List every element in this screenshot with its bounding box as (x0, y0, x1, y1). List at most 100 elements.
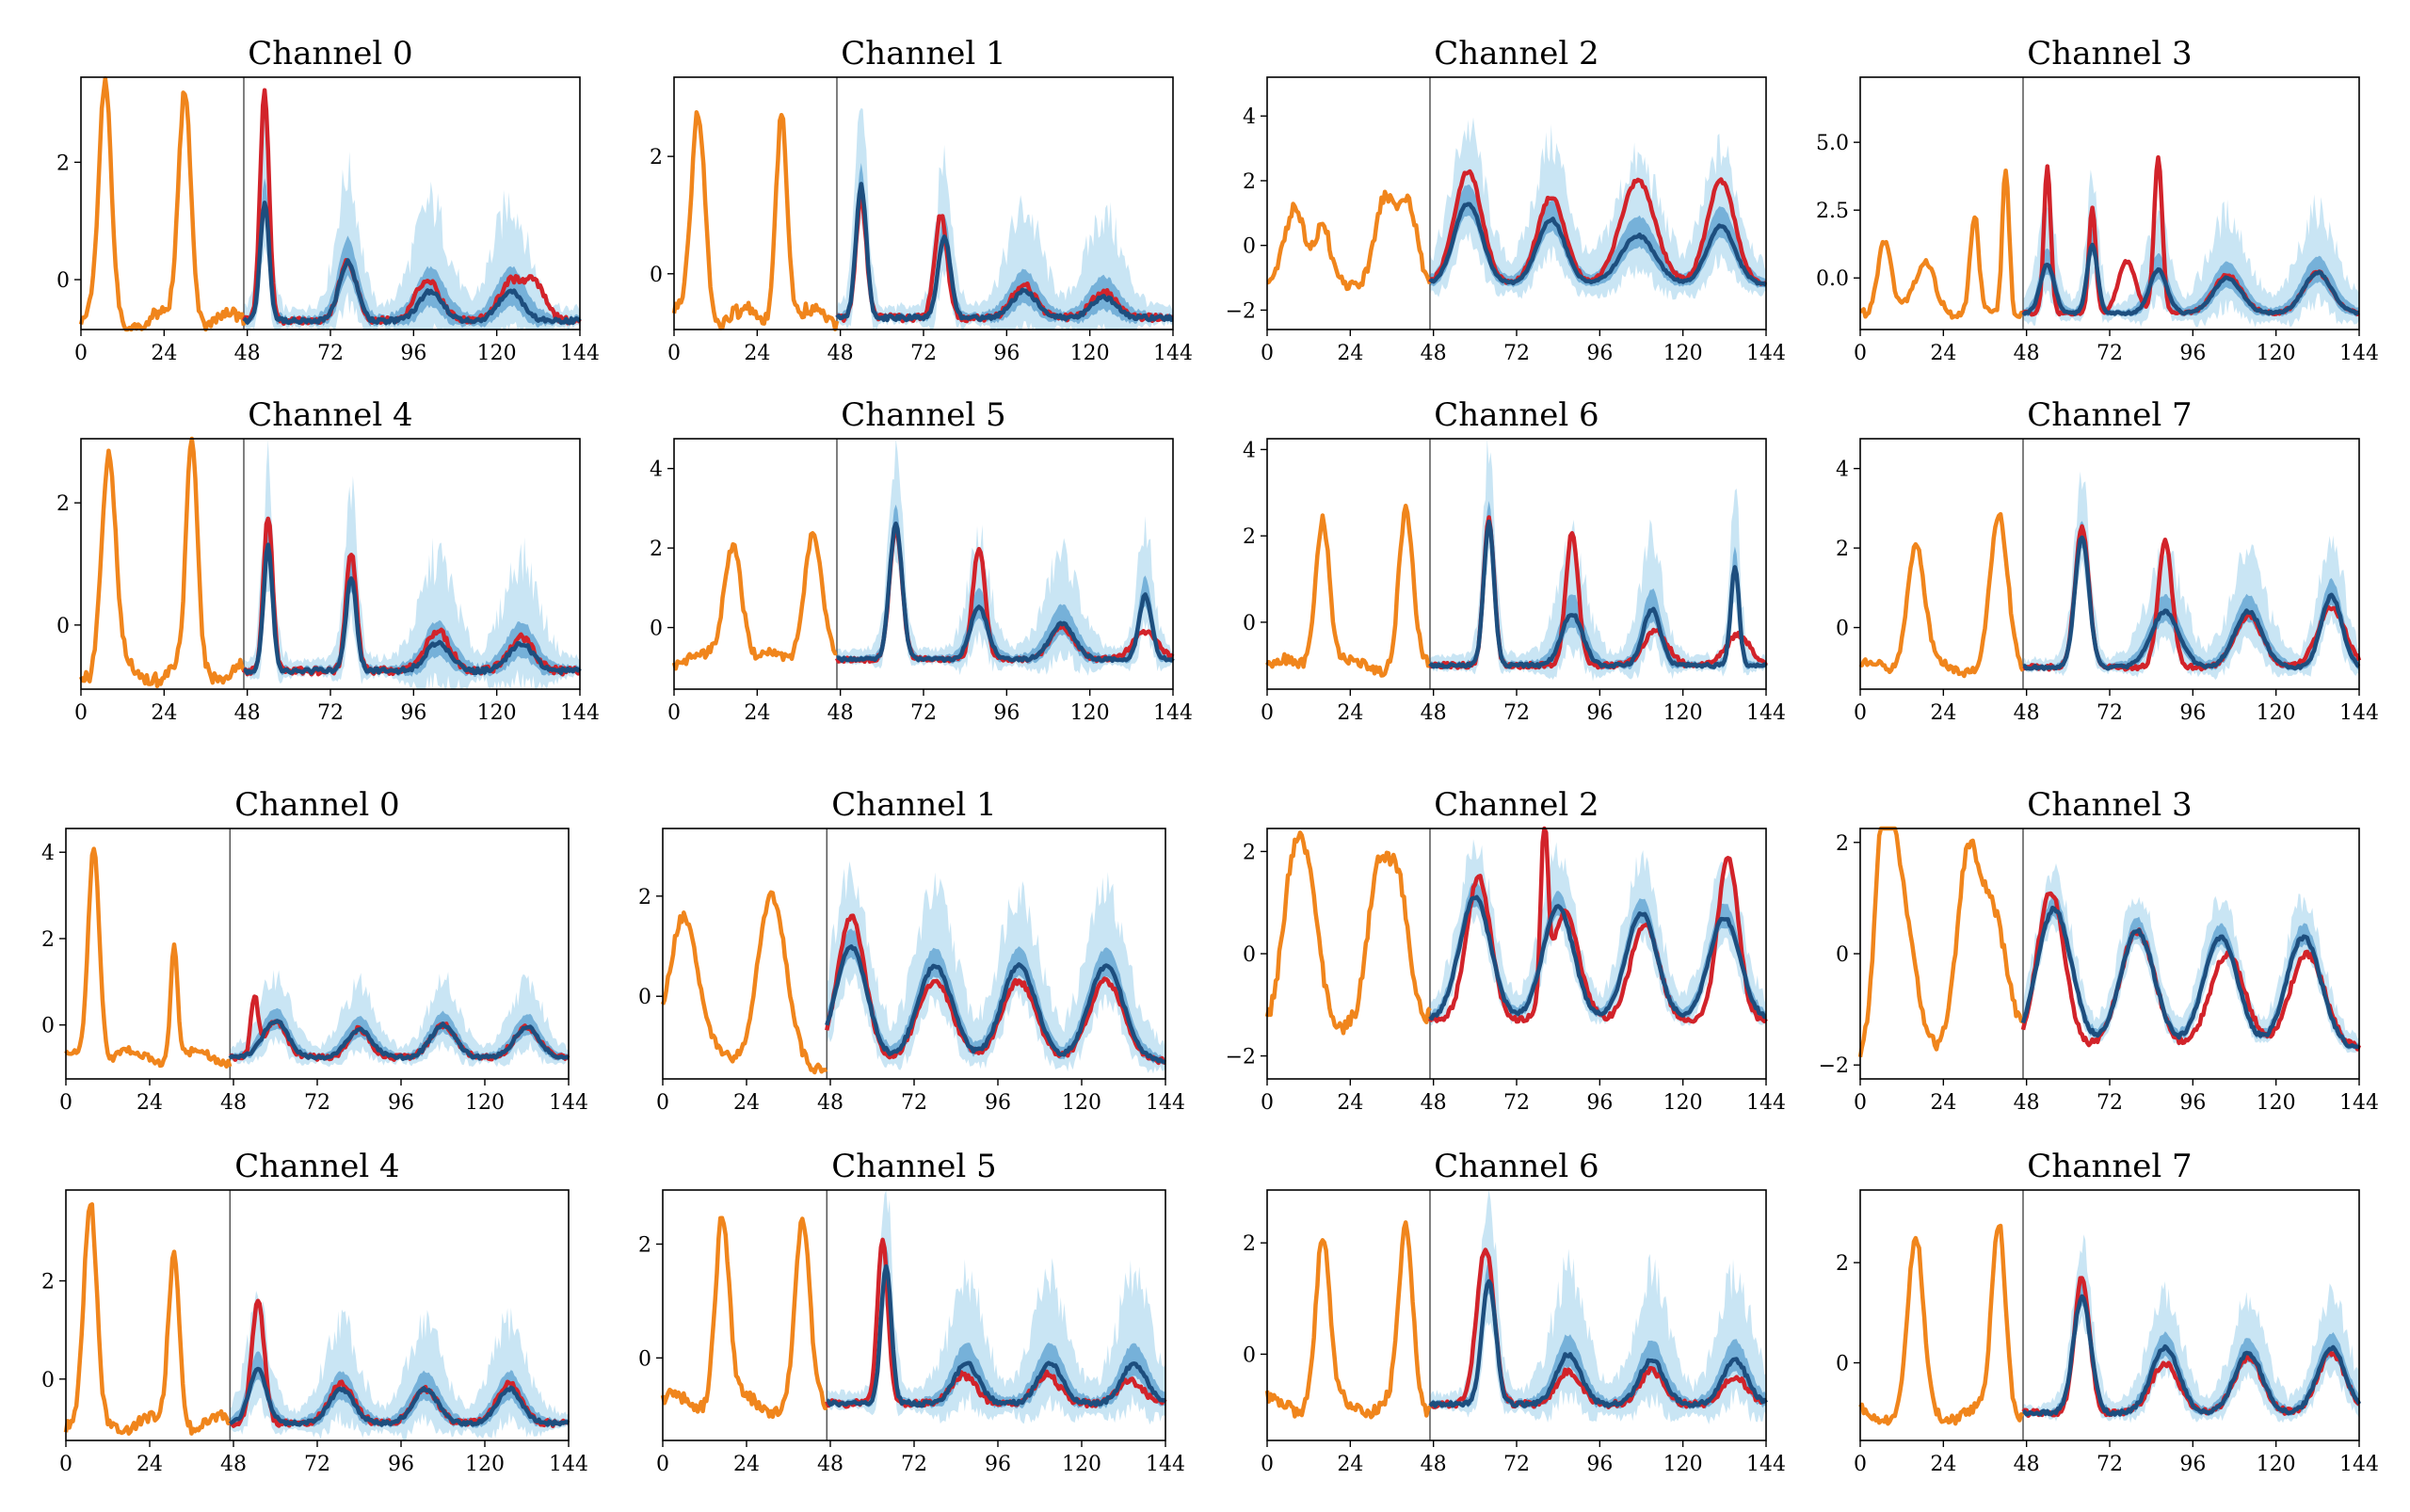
x-tick-label: 120 (1070, 342, 1110, 365)
x-tick-label: 72 (910, 701, 937, 725)
median-forecast-line (826, 1263, 1166, 1408)
chart-panel-b-ch4: Channel 4 0 24 48 72 96 120 144 0 2 (41, 1148, 588, 1476)
median-forecast-line (1428, 201, 1768, 287)
x-tick-label: 48 (2014, 1453, 2040, 1476)
x-tick-label: 72 (901, 1091, 927, 1115)
y-tick-label: 0 (56, 615, 70, 638)
x-tick-label: 120 (465, 1091, 505, 1115)
x-tick-label: 96 (1586, 1453, 1613, 1476)
panel-title: Channel 1 (831, 786, 996, 824)
y-tick-label: 0 (56, 269, 70, 293)
x-tick-label: 0 (1854, 1453, 1867, 1476)
x-tick-label: 48 (2014, 1091, 2040, 1115)
median-forecast-line (1428, 894, 1767, 1021)
x-tick-label: 120 (1062, 1453, 1101, 1476)
y-tick-label: 2 (1243, 1232, 1256, 1256)
chart-panel-b-ch7: Channel 7 0 24 48 72 96 120 144 0 2 (1836, 1148, 2379, 1476)
prediction-interval-outer (2023, 169, 2359, 328)
prediction-interval-outer (230, 1291, 570, 1440)
panel-title: Channel 5 (831, 1148, 996, 1185)
history-line (78, 436, 246, 689)
x-tick-label: 72 (2097, 1453, 2123, 1476)
median-forecast-line (825, 944, 1167, 1065)
y-tick-label: 2 (1243, 525, 1256, 549)
x-tick-label: 120 (2257, 1453, 2296, 1476)
x-tick-label: 144 (1153, 342, 1193, 365)
x-tick-label: 72 (317, 701, 344, 725)
y-tick-label: 0 (1243, 1343, 1256, 1367)
panel-title: Channel 3 (2027, 786, 2192, 824)
x-tick-label: 96 (2179, 342, 2206, 365)
x-tick-label: 72 (2097, 701, 2123, 725)
panel-title: Channel 6 (1434, 1148, 1599, 1185)
panel-title: Channel 2 (1434, 786, 1599, 824)
x-tick-label: 24 (1337, 342, 1363, 365)
median-forecast-line (2020, 905, 2360, 1050)
y-tick-label: −2 (1226, 1046, 1256, 1070)
x-tick-label: 48 (827, 342, 854, 365)
ground-truth-line (242, 88, 582, 327)
y-tick-label: 2 (1243, 170, 1256, 194)
x-tick-label: 144 (1746, 701, 1786, 725)
median-forecast-line (2022, 1294, 2362, 1417)
x-tick-label: 48 (1421, 1453, 1447, 1476)
x-tick-label: 0 (1854, 342, 1867, 365)
x-tick-label: 72 (304, 1453, 330, 1476)
x-tick-label: 96 (400, 342, 426, 365)
x-tick-label: 0 (74, 342, 88, 365)
x-tick-label: 72 (2097, 1091, 2123, 1115)
panel-title: Channel 0 (248, 35, 412, 72)
y-tick-label: 0 (1243, 235, 1256, 259)
y-tick-label: 4 (650, 458, 663, 482)
x-tick-label: 120 (1062, 1091, 1101, 1115)
x-tick-label: 96 (993, 701, 1020, 725)
history-line (1264, 1220, 1432, 1420)
x-tick-label: 0 (1261, 1091, 1274, 1115)
chart-panel-b-ch5: Channel 5 0 24 48 72 96 120 144 0 2 (638, 1148, 1185, 1476)
x-tick-label: 144 (1146, 1091, 1185, 1115)
ground-truth-line (1427, 169, 1768, 286)
median-forecast-line (2022, 535, 2361, 671)
history-line (1859, 168, 2024, 320)
history-line (78, 76, 247, 332)
x-tick-label: 144 (2339, 1453, 2379, 1476)
prediction-interval-outer (244, 106, 580, 330)
history-line (1265, 503, 1432, 678)
median-forecast-line (1428, 1279, 1768, 1408)
y-tick-label: −2 (1819, 1054, 1849, 1078)
x-tick-label: 24 (744, 701, 770, 725)
x-tick-label: 0 (1261, 342, 1274, 365)
x-tick-label: 24 (1337, 701, 1363, 725)
x-tick-label: 72 (1503, 1091, 1530, 1115)
panel-title: Channel 3 (2027, 35, 2192, 72)
x-tick-label: 48 (220, 1453, 247, 1476)
ground-truth-line (2020, 891, 2362, 1052)
y-tick-label: 0 (1836, 1353, 1849, 1376)
median-forecast-line (2021, 242, 2360, 316)
prediction-interval-outer (244, 440, 580, 689)
history-line (1264, 830, 1432, 1036)
x-tick-label: 96 (985, 1453, 1011, 1476)
y-tick-label: 2 (56, 152, 70, 175)
y-tick-label: 2 (41, 928, 55, 952)
chart-panel-b-ch2: Channel 20 24 48 72 96 120 144−202 (1226, 786, 1786, 1115)
chart-panel-b-ch1: Channel 1 0 24 48 72 96 120 144 0 2 (638, 786, 1185, 1115)
x-tick-label: 48 (1421, 1091, 1447, 1115)
x-tick-label: 120 (2257, 701, 2296, 725)
x-tick-label: 120 (1663, 342, 1703, 365)
x-tick-label: 48 (1421, 342, 1447, 365)
x-tick-label: 144 (1746, 1091, 1786, 1115)
history-line (1266, 189, 1433, 292)
median-forecast-line (1428, 519, 1768, 669)
x-tick-label: 24 (1337, 1091, 1363, 1115)
x-tick-label: 0 (656, 1453, 669, 1476)
x-tick-label: 48 (234, 701, 261, 725)
x-tick-label: 48 (817, 1453, 844, 1476)
chart-panel-b-ch6: Channel 6 0 24 48 72 96 120 144 0 2 (1243, 1148, 1786, 1476)
panel-title: Channel 6 (1434, 396, 1599, 434)
x-tick-label: 24 (137, 1091, 163, 1115)
median-forecast-line (243, 542, 582, 676)
